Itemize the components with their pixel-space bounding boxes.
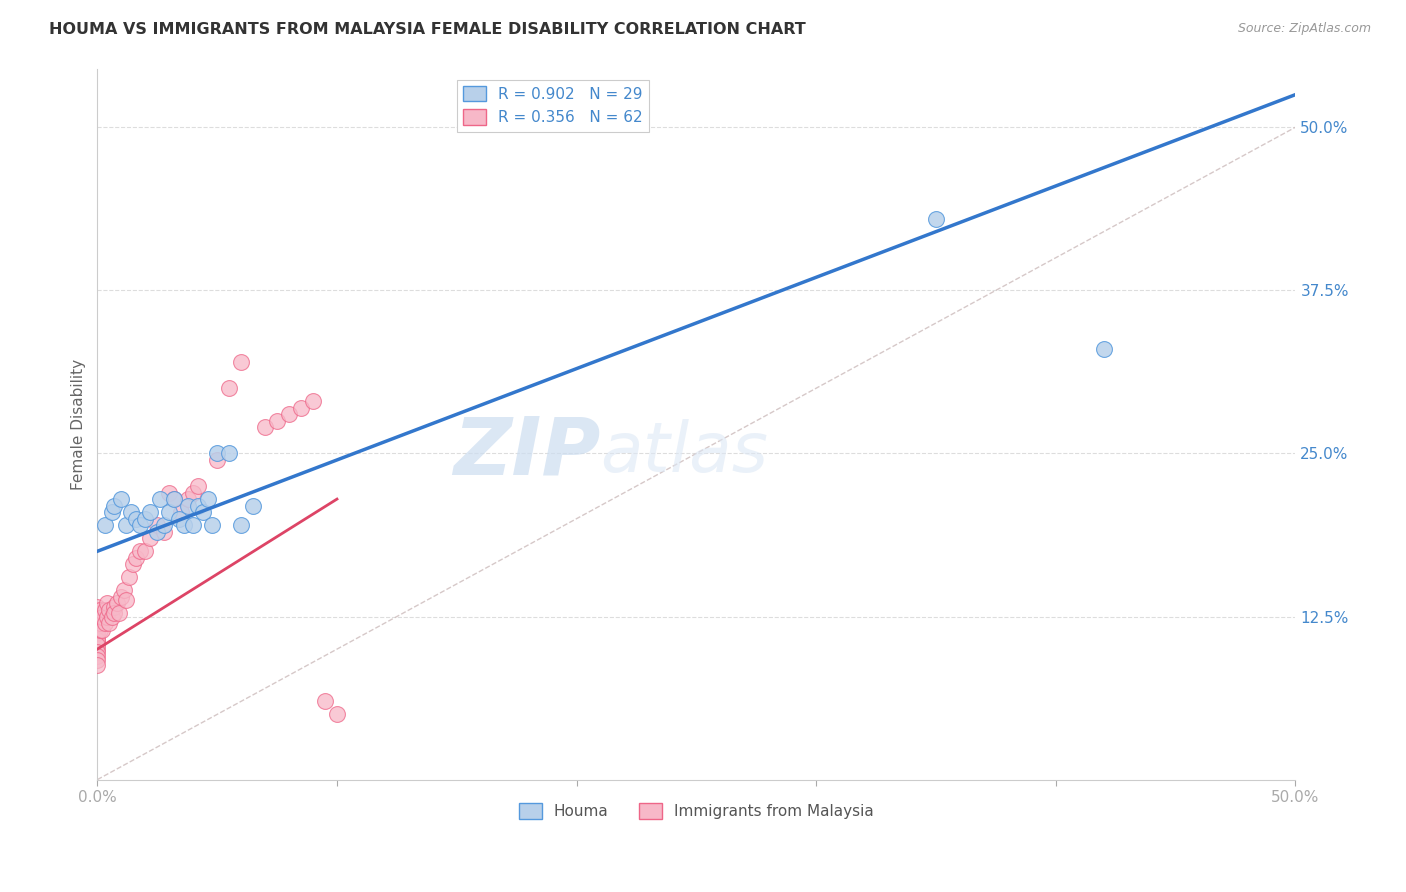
Point — [86, 600, 108, 615]
Text: HOUMA VS IMMIGRANTS FROM MALAYSIA FEMALE DISABILITY CORRELATION CHART: HOUMA VS IMMIGRANTS FROM MALAYSIA FEMALE… — [49, 22, 806, 37]
Point — [181, 485, 204, 500]
Point — [86, 625, 108, 640]
Legend: Houma, Immigrants from Malaysia: Houma, Immigrants from Malaysia — [513, 797, 880, 825]
Point — [98, 603, 121, 617]
Point — [115, 518, 138, 533]
Point — [314, 694, 336, 708]
Point — [93, 615, 115, 630]
Point — [254, 420, 277, 434]
Point — [86, 652, 108, 666]
Point — [157, 485, 180, 500]
Point — [125, 511, 148, 525]
Point — [93, 518, 115, 533]
Point — [229, 355, 252, 369]
Point — [108, 606, 131, 620]
Point — [86, 638, 108, 652]
Point — [86, 635, 108, 649]
Text: Source: ZipAtlas.com: Source: ZipAtlas.com — [1237, 22, 1371, 36]
Point — [205, 453, 228, 467]
Point — [153, 518, 176, 533]
Point — [86, 614, 108, 628]
Text: ZIP: ZIP — [453, 414, 600, 491]
Point — [153, 524, 176, 539]
Point — [197, 492, 219, 507]
Point — [86, 623, 108, 637]
Point — [86, 648, 108, 663]
Point — [86, 642, 108, 657]
Point — [96, 597, 118, 611]
Point — [103, 600, 125, 615]
Point — [149, 492, 172, 507]
Point — [91, 609, 114, 624]
Point — [89, 603, 111, 617]
Point — [100, 505, 122, 519]
Point — [105, 597, 128, 611]
Point — [925, 211, 948, 226]
Point — [187, 479, 209, 493]
Point — [205, 446, 228, 460]
Point — [229, 518, 252, 533]
Point — [157, 505, 180, 519]
Point — [242, 499, 264, 513]
Point — [91, 623, 114, 637]
Point — [86, 645, 108, 659]
Point — [181, 518, 204, 533]
Point — [86, 626, 108, 640]
Point — [89, 615, 111, 630]
Point — [170, 505, 193, 519]
Point — [103, 499, 125, 513]
Point — [98, 615, 121, 630]
Point — [326, 707, 349, 722]
Point — [177, 499, 200, 513]
Point — [278, 407, 301, 421]
Point — [86, 607, 108, 621]
Y-axis label: Female Disability: Female Disability — [72, 359, 86, 490]
Point — [134, 544, 156, 558]
Point — [177, 492, 200, 507]
Point — [173, 518, 195, 533]
Point — [115, 592, 138, 607]
Point — [290, 401, 312, 415]
Point — [146, 518, 169, 533]
Point — [167, 511, 190, 525]
Point — [122, 558, 145, 572]
Point — [120, 505, 142, 519]
Point — [302, 394, 325, 409]
Point — [96, 609, 118, 624]
Point — [218, 446, 240, 460]
Text: atlas: atlas — [600, 419, 769, 486]
Point — [86, 632, 108, 647]
Point — [86, 603, 108, 617]
Point — [117, 570, 139, 584]
Point — [89, 623, 111, 637]
Point — [110, 590, 132, 604]
Point — [139, 531, 162, 545]
Point — [187, 499, 209, 513]
Point — [100, 609, 122, 624]
Point — [191, 505, 214, 519]
Point — [86, 618, 108, 632]
Point — [129, 518, 152, 533]
Point — [129, 544, 152, 558]
Point — [86, 609, 108, 624]
Point — [139, 505, 162, 519]
Point — [163, 492, 186, 507]
Point — [146, 524, 169, 539]
Point — [86, 632, 108, 646]
Point — [266, 414, 288, 428]
Point — [112, 583, 135, 598]
Point — [163, 492, 186, 507]
Point — [134, 511, 156, 525]
Point — [86, 657, 108, 672]
Point — [125, 550, 148, 565]
Point — [103, 606, 125, 620]
Point — [86, 615, 108, 630]
Point — [110, 492, 132, 507]
Point — [93, 603, 115, 617]
Point — [201, 518, 224, 533]
Point — [1092, 342, 1115, 356]
Point — [218, 381, 240, 395]
